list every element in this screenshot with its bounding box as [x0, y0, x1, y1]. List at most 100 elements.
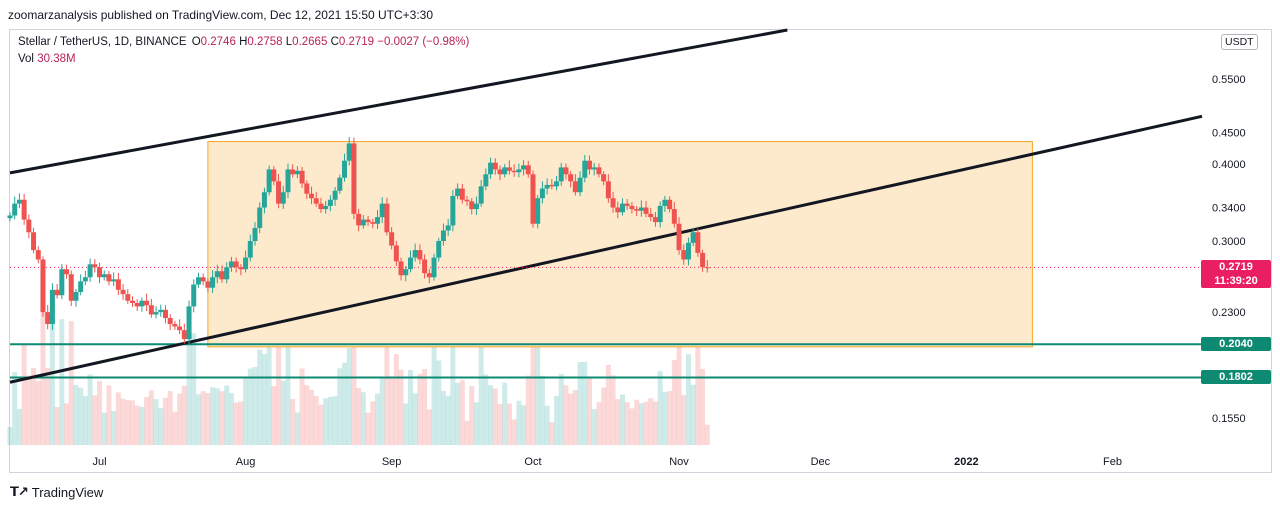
- candle-body[interactable]: [219, 271, 225, 280]
- candle-body[interactable]: [21, 199, 27, 220]
- candle-body[interactable]: [591, 167, 597, 170]
- candle-body[interactable]: [690, 232, 696, 243]
- candle-body[interactable]: [26, 219, 32, 233]
- candle-body[interactable]: [488, 162, 494, 175]
- candle-body[interactable]: [356, 213, 362, 226]
- candle-body[interactable]: [374, 217, 380, 224]
- candle-body[interactable]: [195, 277, 201, 285]
- candle-body[interactable]: [247, 241, 253, 258]
- candle-body[interactable]: [12, 203, 18, 216]
- candle-body[interactable]: [106, 274, 112, 282]
- candle-body[interactable]: [111, 279, 117, 282]
- footer-brand[interactable]: 𝗧↗ TradingView: [10, 484, 103, 500]
- candle-body[interactable]: [158, 309, 164, 313]
- candle-body[interactable]: [662, 199, 668, 206]
- candle-body[interactable]: [35, 250, 41, 260]
- candle-body[interactable]: [403, 269, 409, 276]
- candle-body[interactable]: [700, 252, 706, 268]
- candle-body[interactable]: [398, 261, 404, 276]
- candle-body[interactable]: [73, 291, 79, 301]
- candle-body[interactable]: [31, 232, 37, 251]
- candle-body[interactable]: [162, 309, 168, 319]
- candle-body[interactable]: [629, 205, 635, 210]
- candle-body[interactable]: [624, 203, 630, 206]
- candle-body[interactable]: [634, 209, 640, 211]
- candle-body[interactable]: [205, 281, 211, 288]
- candle-body[interactable]: [384, 203, 390, 233]
- candle-body[interactable]: [82, 277, 88, 282]
- candle-body[interactable]: [327, 199, 333, 206]
- candle-body[interactable]: [676, 223, 682, 251]
- trendline[interactable]: [9, 28, 788, 175]
- candle-body[interactable]: [148, 305, 154, 315]
- candle-body[interactable]: [568, 174, 574, 182]
- candle-body[interactable]: [299, 170, 305, 184]
- candle-body[interactable]: [228, 261, 234, 268]
- candle-body[interactable]: [261, 192, 267, 208]
- candle-body[interactable]: [342, 160, 348, 178]
- candle-body[interactable]: [393, 245, 399, 262]
- candle-body[interactable]: [346, 143, 352, 161]
- candle-body[interactable]: [92, 264, 98, 268]
- candle-body[interactable]: [252, 227, 258, 242]
- candle-body[interactable]: [101, 274, 107, 278]
- candle-body[interactable]: [417, 250, 423, 260]
- range-box[interactable]: [207, 141, 1033, 348]
- candle-body[interactable]: [426, 273, 432, 278]
- candle-body[interactable]: [525, 165, 531, 175]
- candle-body[interactable]: [214, 271, 220, 278]
- candle-body[interactable]: [115, 279, 121, 290]
- candle-body[interactable]: [459, 188, 465, 200]
- candle-body[interactable]: [558, 167, 564, 182]
- candle-body[interactable]: [577, 177, 583, 193]
- candle-body[interactable]: [516, 169, 522, 173]
- candle-body[interactable]: [445, 225, 451, 231]
- candle-body[interactable]: [360, 219, 366, 226]
- candle-body[interactable]: [450, 195, 456, 226]
- candle-body[interactable]: [313, 198, 319, 204]
- candle-body[interactable]: [191, 284, 197, 307]
- candle-body[interactable]: [45, 312, 51, 325]
- candle-body[interactable]: [436, 241, 442, 258]
- candle-body[interactable]: [309, 193, 315, 199]
- candle-body[interactable]: [643, 207, 649, 214]
- candle-body[interactable]: [200, 277, 206, 282]
- candle-body[interactable]: [554, 181, 560, 187]
- candle-body[interactable]: [473, 203, 479, 210]
- candle-body[interactable]: [233, 261, 239, 268]
- candle-body[interactable]: [134, 302, 140, 307]
- candle-body[interactable]: [652, 217, 658, 223]
- candle-body[interactable]: [483, 174, 489, 187]
- candle-body[interactable]: [290, 169, 296, 175]
- candle-body[interactable]: [455, 188, 461, 196]
- candle-body[interactable]: [681, 250, 687, 260]
- candle-body[interactable]: [549, 184, 555, 187]
- candle-body[interactable]: [7, 215, 13, 219]
- candle-body[interactable]: [125, 294, 131, 301]
- candle-body[interactable]: [129, 300, 135, 303]
- candle-body[interactable]: [243, 257, 249, 270]
- candle-body[interactable]: [638, 207, 644, 211]
- candle-body[interactable]: [210, 277, 216, 288]
- candle-body[interactable]: [695, 232, 701, 253]
- candle-body[interactable]: [64, 269, 70, 275]
- candle-body[interactable]: [186, 306, 192, 340]
- candle-body[interactable]: [370, 222, 376, 224]
- candle-body[interactable]: [97, 267, 103, 278]
- candle-body[interactable]: [139, 300, 145, 307]
- candle-body[interactable]: [167, 318, 173, 325]
- candle-body[interactable]: [49, 289, 55, 325]
- candle-body[interactable]: [605, 181, 611, 199]
- candle-body[interactable]: [587, 160, 593, 170]
- candle-body[interactable]: [619, 203, 625, 213]
- candle-body[interactable]: [469, 201, 475, 210]
- candle-body[interactable]: [379, 203, 385, 218]
- candle-body[interactable]: [657, 205, 663, 223]
- candle-body[interactable]: [54, 289, 60, 296]
- candle-body[interactable]: [389, 232, 395, 246]
- candle-body[interactable]: [351, 143, 357, 214]
- candle-body[interactable]: [365, 219, 371, 223]
- candle-body[interactable]: [59, 269, 65, 296]
- candle-body[interactable]: [506, 167, 512, 171]
- candle-body[interactable]: [422, 259, 428, 274]
